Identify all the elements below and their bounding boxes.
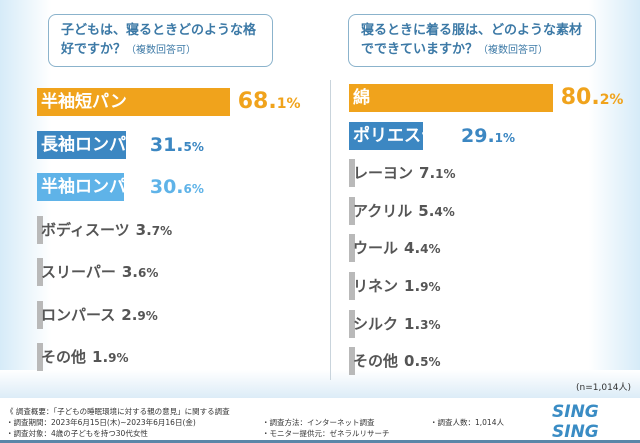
category-label: 綿 [353,88,370,108]
value-label: 3.6% [121,263,159,281]
note-overview: 《 調査概要：「子どもの睡眠環境に対する親の意見」に関する調査 [6,407,230,416]
bar [37,258,43,286]
note-target: ・調査対象：4歳の子どもを持つ30代女性 [6,429,148,438]
bar [349,309,355,338]
category-label: スリーパー [41,263,116,281]
footer [0,398,640,443]
bar [349,234,355,263]
category-label: その他 [41,348,87,366]
value-label: 30.6% [149,176,204,198]
bar [349,347,355,376]
chart-title-right: 寝るときに着る服は、どのような素材でできていますか？（複数回答可） [348,14,596,67]
value-label: 1.9% [92,348,129,366]
note-monitor: ・モニター提供元：ゼネラルリサーチ [262,429,390,438]
bar [349,84,553,112]
bar [37,88,230,116]
value-label: 80.2% [560,85,624,110]
bar [37,300,43,329]
category-label: ロンパース [41,305,116,324]
bar [37,343,43,371]
note-method: ・調査方法：インターネット調査 [262,418,375,427]
logo: SING SING [552,402,599,442]
category-label: シルク [353,314,399,333]
chart-title-left: 子どもは、寝るときどのような格好ですか？（複数回答可） [48,14,273,67]
title-note: （複数回答可） [478,45,549,56]
bar [37,215,43,244]
bar [349,121,423,150]
category-label: ウール [353,239,399,258]
value-label: 0.5% [404,352,441,371]
value-label: 29.1% [461,124,516,147]
value-label: 5.4% [418,201,455,220]
category-label: アクリル [353,201,413,220]
category-label: その他 [353,352,399,371]
note-count: ・調査人数：1,014人 [430,418,504,427]
bar [37,130,127,159]
category-label: リネン [353,277,399,295]
value-label: 31.5% [149,133,204,156]
bar [349,272,355,300]
bar [349,159,355,188]
footer-fade [0,370,640,398]
value-label: 7.1% [419,164,456,183]
value-label: 68.1% [237,89,301,114]
category-label: ボディスーツ [41,220,130,239]
category-label: 半袖短パン [41,92,127,112]
value-label: 4.4% [404,239,441,258]
title-note: （複数回答可） [126,45,197,56]
value-label: 1.9% [404,277,441,295]
note-period: ・調査期間：2023年6月15日(木)~2023年6月16日(金) [6,418,196,427]
bar [349,196,355,225]
divider [330,80,331,380]
value-label: 3.7% [135,220,173,239]
category-label: ポリエステル [353,125,455,146]
category-label: 長袖ロンパン [41,134,144,155]
sample-size: (n=1,014人) [576,383,632,393]
title-text: 子どもは、寝るときどのような格好ですか？ [61,23,257,57]
category-label: 半袖ロンパン [41,177,144,197]
bar [37,173,124,201]
title-text: 寝るときに着る服は、どのような素材でできていますか？ [361,23,583,57]
category-label: レーヨン [353,164,414,183]
value-label: 1.3% [404,314,441,333]
value-label: 2.9% [121,305,158,324]
